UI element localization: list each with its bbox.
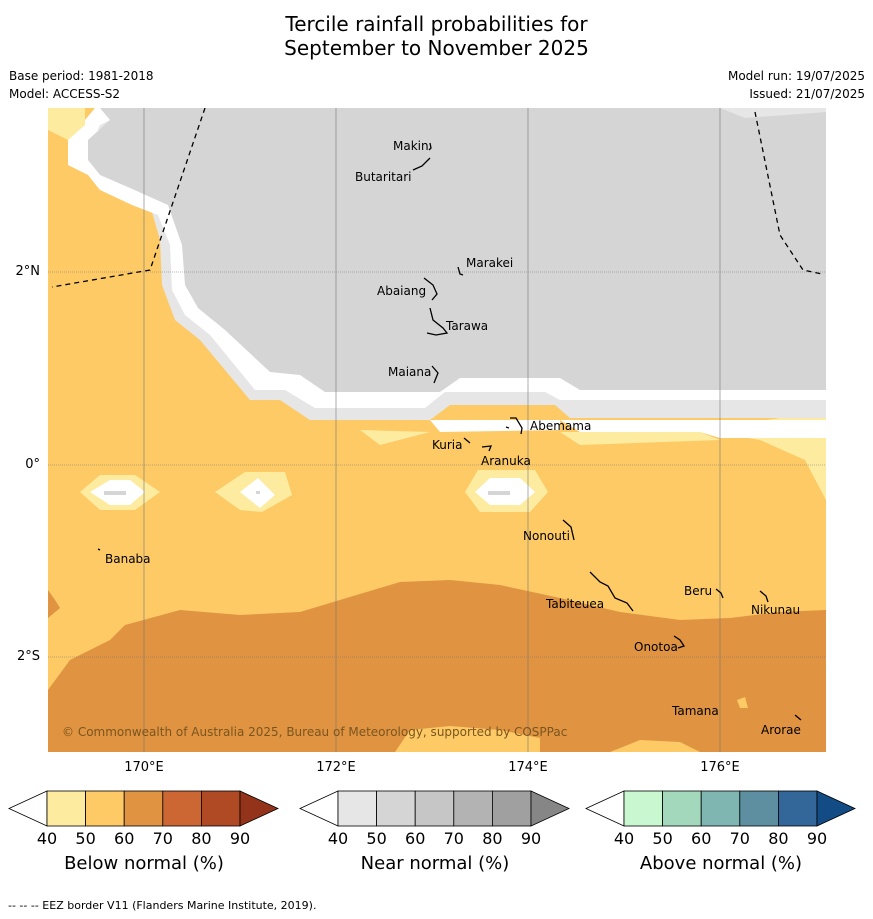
colorbar-above-cell [739,790,779,827]
colorbar-near-tick: 50 [366,829,387,848]
lat-label-2s: 2°S [16,649,40,664]
colorbar-near-tick: 60 [405,829,426,848]
place-label-marakei: Marakei [466,256,514,270]
colorbar-below-cell [85,790,125,827]
probability-map [48,108,826,752]
colorbar-above-cell [778,790,818,827]
islands [97,142,802,721]
copyright-note: © Commonwealth of Australia 2025, Bureau… [62,725,568,739]
colorbar-below-tick: 90 [229,829,251,848]
place-label-arorae: Arorae [761,723,801,737]
colorbar-below-extend-high [239,790,279,827]
place-label-onotoa: Onotoa [634,640,678,654]
graticule [48,108,826,752]
eez-border [51,108,823,288]
colorbar-near-extend-low [299,790,339,827]
colorbar-label-above: Above normal (%) [639,853,803,874]
colorbars [8,790,856,827]
place-label-aranuka: Aranuka [481,454,531,468]
colorbar-below-tick: 60 [114,829,135,848]
colorbar-near-cell [453,790,493,827]
colorbar-above-tick: 80 [768,829,789,848]
place-label-banaba: Banaba [105,552,151,566]
colorbar-label-below: Below normal (%) [64,853,224,874]
colorbar-below-extend-low [8,790,48,827]
place-label-beru: Beru [684,584,713,598]
colorbar-near-cell [491,790,532,827]
footer-note: -- -- -- EEZ border V11 (Flanders Marine… [8,899,317,912]
place-label-abaiang: Abaiang [377,284,427,298]
colorbar-near-cell [376,790,416,827]
colorbar-above-tick: 40 [613,829,635,848]
place-label-kuria: Kuria [432,438,463,452]
place-label-maiana: Maiana [388,365,432,379]
model-run: Model run: 19/07/2025 [727,69,865,83]
colorbar-below-tick: 40 [36,829,58,848]
title-line-2: September to November 2025 [284,36,589,60]
lon-label-176: 176°E [700,760,740,775]
lat-label-0: 0° [25,457,40,472]
colorbar-near-tick: 90 [520,829,542,848]
colorbar-below-cell [200,790,241,827]
colorbar-near-cell [337,790,377,827]
lat-label-2n: 2°N [15,264,41,279]
lon-label-170: 170°E [124,760,164,775]
colorbar-near-tick: 70 [443,829,464,848]
lon-label-174: 174°E [508,760,548,775]
colorbar-below-cell [46,790,86,827]
colorbar-below-tick: 80 [191,829,212,848]
colorbar-above-extend-low [585,790,625,827]
lon-label-172: 172°E [316,760,356,775]
colorbar-below-cell [123,790,164,827]
colorbar-label-near: Near normal (%) [360,853,510,874]
place-label-butaritari: Butaritari [355,170,412,184]
below-normal-60-region [48,580,826,752]
near-normal-50-region [88,108,826,392]
colorbar-near-tick: 80 [482,829,503,848]
colorbar-above-tick: 70 [729,829,750,848]
meta-right: Model run: 19/07/2025 Issued: 21/07/2025 [728,67,865,103]
issued-date: Issued: 21/07/2025 [749,87,865,101]
colorbar-below-cell [162,790,202,827]
place-label-tarawa: Tarawa [446,319,489,333]
place-label-tamana: Tamana [672,704,719,718]
meta-left: Base period: 1981-2018 Model: ACCESS-S2 [9,67,154,103]
base-period: Base period: 1981-2018 [9,69,154,83]
model-name: Model: ACCESS-S2 [9,87,121,101]
title-line-1: Tercile rainfall probabilities for [285,12,588,36]
colorbar-near-extend-high [530,790,570,827]
colorbar-above-extend-high [816,790,856,827]
colorbar-above-cell [623,790,663,827]
colorbar-near-tick: 40 [327,829,349,848]
colorbar-below-tick: 50 [75,829,96,848]
colorbar-above-tick: 60 [691,829,712,848]
place-label-makin: Makin [393,139,429,153]
place-label-nikunau: Nikunau [751,603,801,617]
chart-title: Tercile rainfall probabilities for Septe… [0,12,873,60]
colorbar-above-tick: 90 [806,829,828,848]
place-label-tabiteuea: Tabiteuea [546,597,605,611]
colorbar-near-cell [414,790,455,827]
colorbar-above-cell [700,790,741,827]
equator-blobs [80,470,548,512]
colorbar-above-tick: 50 [652,829,673,848]
place-label-nonouti: Nonouti [523,529,570,543]
place-label-abemama: Abemama [530,419,592,433]
colorbar-above-cell [662,790,702,827]
colorbar-below-tick: 70 [152,829,173,848]
